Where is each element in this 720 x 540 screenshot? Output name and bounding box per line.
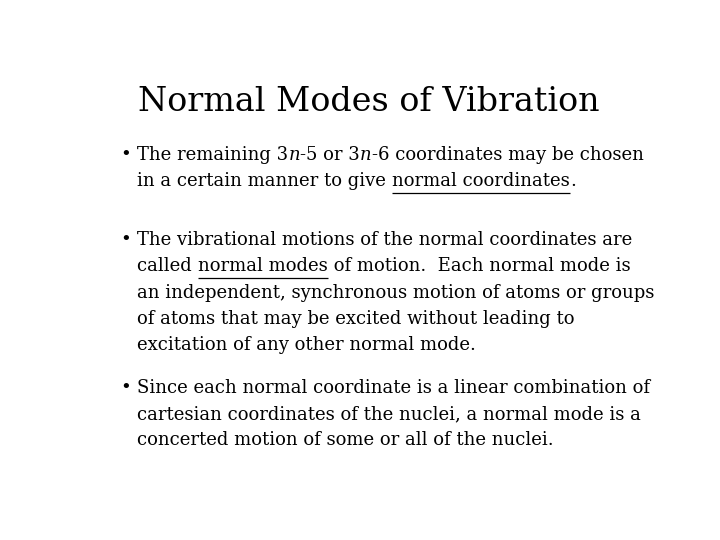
Text: in a certain manner to give: in a certain manner to give: [138, 172, 392, 190]
Text: -6 coordinates may be chosen: -6 coordinates may be chosen: [372, 146, 644, 164]
Text: The remaining 3: The remaining 3: [138, 146, 289, 164]
Text: of atoms that may be excited without leading to: of atoms that may be excited without lea…: [138, 310, 575, 328]
Text: called: called: [138, 258, 198, 275]
Text: •: •: [121, 231, 132, 249]
Text: normal coordinates: normal coordinates: [392, 172, 570, 190]
Text: an independent, synchronous motion of atoms or groups: an independent, synchronous motion of at…: [138, 284, 654, 301]
Text: cartesian coordinates of the nuclei, a normal mode is a: cartesian coordinates of the nuclei, a n…: [138, 405, 642, 423]
Text: concerted motion of some or all of the nuclei.: concerted motion of some or all of the n…: [138, 431, 554, 449]
Text: •: •: [121, 379, 132, 397]
Text: -5 or 3: -5 or 3: [300, 146, 360, 164]
Text: The vibrational motions of the normal coordinates are: The vibrational motions of the normal co…: [138, 231, 633, 249]
Text: •: •: [121, 146, 132, 164]
Text: excitation of any other normal mode.: excitation of any other normal mode.: [138, 336, 477, 354]
Text: .: .: [570, 172, 576, 190]
Text: of motion.  Each normal mode is: of motion. Each normal mode is: [328, 258, 630, 275]
Text: Normal Modes of Vibration: Normal Modes of Vibration: [138, 85, 600, 118]
Text: Since each normal coordinate is a linear combination of: Since each normal coordinate is a linear…: [138, 379, 650, 397]
Text: normal modes: normal modes: [198, 258, 328, 275]
Text: n: n: [360, 146, 372, 164]
Text: n: n: [289, 146, 300, 164]
